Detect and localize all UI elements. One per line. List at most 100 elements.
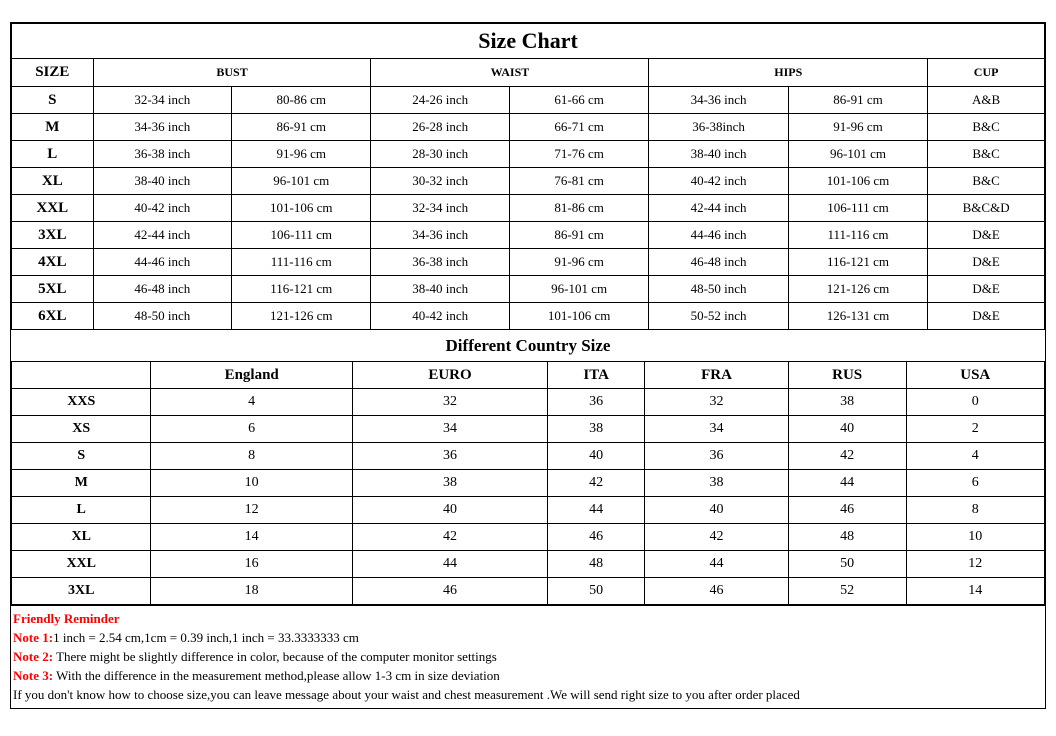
- bust-cm-cell: 80-86 cm: [231, 86, 372, 114]
- fra-cell: 44: [644, 550, 789, 578]
- size-chart-row: M 34-36 inch 86-91 cm 26-28 inch 66-71 c…: [11, 113, 1045, 141]
- country-size-row: XXL 16 44 48 44 50 12: [10, 550, 1046, 578]
- country-size-row: 3XL 18 46 50 46 52 14: [10, 577, 1046, 605]
- waist-cm-cell: 81-86 cm: [508, 194, 650, 222]
- size-chart-row: XXL 40-42 inch 101-106 cm 32-34 inch 81-…: [11, 194, 1045, 222]
- size-label: XL: [11, 167, 94, 195]
- size-chart-row: 5XL 46-48 inch 116-121 cm 38-40 inch 96-…: [11, 275, 1045, 303]
- bust-cm-cell: 96-101 cm: [231, 167, 372, 195]
- euro-cell: 34: [351, 415, 549, 443]
- hips-inch-cell: 46-48 inch: [648, 248, 789, 276]
- england-cell: 10: [150, 469, 353, 497]
- note-3-text: With the difference in the measurement m…: [53, 668, 500, 683]
- cup-cell: D&E: [927, 275, 1045, 303]
- fra-cell: 46: [644, 577, 789, 605]
- footer-note-line: If you don't know how to choose size,you…: [13, 685, 1043, 704]
- country-size-table: England EURO ITA FRA RUS USA XXS 4 32 36…: [10, 361, 1046, 605]
- col-header-rus: RUS: [787, 361, 907, 389]
- waist-cm-cell: 101-106 cm: [508, 302, 650, 330]
- bust-cm-cell: 91-96 cm: [231, 140, 372, 168]
- size-chart-sheet: Size Chart SIZE BUST WAIST HIPS CUP S 32…: [10, 22, 1046, 709]
- country-size-label: XXL: [10, 550, 152, 578]
- notes-section: Friendly Reminder Note 1:1 inch = 2.54 c…: [11, 605, 1045, 708]
- country-size-header-row: England EURO ITA FRA RUS USA: [10, 361, 1046, 389]
- usa-cell: 2: [905, 415, 1046, 443]
- rus-cell: 48: [787, 523, 907, 551]
- waist-cm-cell: 66-71 cm: [508, 113, 650, 141]
- hips-cm-cell: 96-101 cm: [787, 140, 929, 168]
- country-size-row: M 10 38 42 38 44 6: [10, 469, 1046, 497]
- size-label: 3XL: [11, 221, 94, 249]
- waist-cm-cell: 96-101 cm: [508, 275, 650, 303]
- size-chart-row: 3XL 42-44 inch 106-111 cm 34-36 inch 86-…: [11, 221, 1045, 249]
- hips-inch-cell: 40-42 inch: [648, 167, 789, 195]
- bust-inch-cell: 38-40 inch: [92, 167, 233, 195]
- waist-cm-cell: 71-76 cm: [508, 140, 650, 168]
- hips-cm-cell: 101-106 cm: [787, 167, 929, 195]
- rus-cell: 40: [787, 415, 907, 443]
- ita-cell: 48: [547, 550, 646, 578]
- bust-inch-cell: 44-46 inch: [92, 248, 233, 276]
- hips-inch-cell: 44-46 inch: [648, 221, 789, 249]
- waist-inch-cell: 34-36 inch: [370, 221, 510, 249]
- fra-cell: 42: [644, 523, 789, 551]
- hips-cm-cell: 121-126 cm: [787, 275, 929, 303]
- country-size-label: 3XL: [10, 577, 152, 605]
- hips-cm-cell: 116-121 cm: [787, 248, 929, 276]
- cup-cell: D&E: [927, 248, 1045, 276]
- bust-inch-cell: 34-36 inch: [92, 113, 233, 141]
- size-label: 6XL: [11, 302, 94, 330]
- bust-cm-cell: 116-121 cm: [231, 275, 372, 303]
- rus-cell: 46: [787, 496, 907, 524]
- country-size-row: S 8 36 40 36 42 4: [10, 442, 1046, 470]
- country-size-row: L 12 40 44 40 46 8: [10, 496, 1046, 524]
- size-chart-header-row: SIZE BUST WAIST HIPS CUP: [11, 58, 1045, 87]
- col-header-euro: EURO: [351, 361, 549, 389]
- waist-inch-cell: 40-42 inch: [370, 302, 510, 330]
- bust-cm-cell: 106-111 cm: [231, 221, 372, 249]
- waist-cm-cell: 91-96 cm: [508, 248, 650, 276]
- waist-inch-cell: 26-28 inch: [370, 113, 510, 141]
- country-size-label: XL: [10, 523, 152, 551]
- bust-cm-cell: 86-91 cm: [231, 113, 372, 141]
- euro-cell: 46: [351, 577, 549, 605]
- col-header-fra: FRA: [644, 361, 789, 389]
- note-2-label: Note 2:: [13, 649, 54, 664]
- country-size-row: XS 6 34 38 34 40 2: [10, 415, 1046, 443]
- rus-cell: 50: [787, 550, 907, 578]
- country-size-row: XXS 4 32 36 32 38 0: [10, 388, 1046, 416]
- footer-note-text: If you don't know how to choose size,you…: [13, 687, 800, 702]
- country-size-row: XL 14 42 46 42 48 10: [10, 523, 1046, 551]
- bust-inch-cell: 48-50 inch: [92, 302, 233, 330]
- size-chart-row: 4XL 44-46 inch 111-116 cm 36-38 inch 91-…: [11, 248, 1045, 276]
- note-2-text: There might be slightly difference in co…: [53, 649, 497, 664]
- bust-inch-cell: 32-34 inch: [92, 86, 233, 114]
- note-1-text: 1 inch = 2.54 cm,1cm = 0.39 inch,1 inch …: [53, 630, 359, 645]
- country-size-label: S: [10, 442, 152, 470]
- waist-inch-cell: 32-34 inch: [370, 194, 510, 222]
- col-header-cup: CUP: [927, 58, 1045, 87]
- col-header-hips: HIPS: [648, 58, 929, 87]
- england-cell: 16: [150, 550, 353, 578]
- bust-inch-cell: 36-38 inch: [92, 140, 233, 168]
- bust-cm-cell: 111-116 cm: [231, 248, 372, 276]
- waist-inch-cell: 38-40 inch: [370, 275, 510, 303]
- waist-inch-cell: 28-30 inch: [370, 140, 510, 168]
- hips-cm-cell: 106-111 cm: [787, 194, 929, 222]
- size-chart-row: 6XL 48-50 inch 121-126 cm 40-42 inch 101…: [11, 302, 1045, 330]
- hips-inch-cell: 34-36 inch: [648, 86, 789, 114]
- hips-cm-cell: 126-131 cm: [787, 302, 929, 330]
- usa-cell: 0: [905, 388, 1046, 416]
- rus-cell: 42: [787, 442, 907, 470]
- cup-cell: D&E: [927, 302, 1045, 330]
- rus-cell: 38: [787, 388, 907, 416]
- england-cell: 18: [150, 577, 353, 605]
- fra-cell: 32: [644, 388, 789, 416]
- fra-cell: 34: [644, 415, 789, 443]
- col-header-bust: BUST: [92, 58, 372, 87]
- ita-cell: 40: [547, 442, 646, 470]
- hips-inch-cell: 36-38inch: [648, 113, 789, 141]
- size-label: L: [11, 140, 94, 168]
- country-size-label: XXS: [10, 388, 152, 416]
- bust-inch-cell: 42-44 inch: [92, 221, 233, 249]
